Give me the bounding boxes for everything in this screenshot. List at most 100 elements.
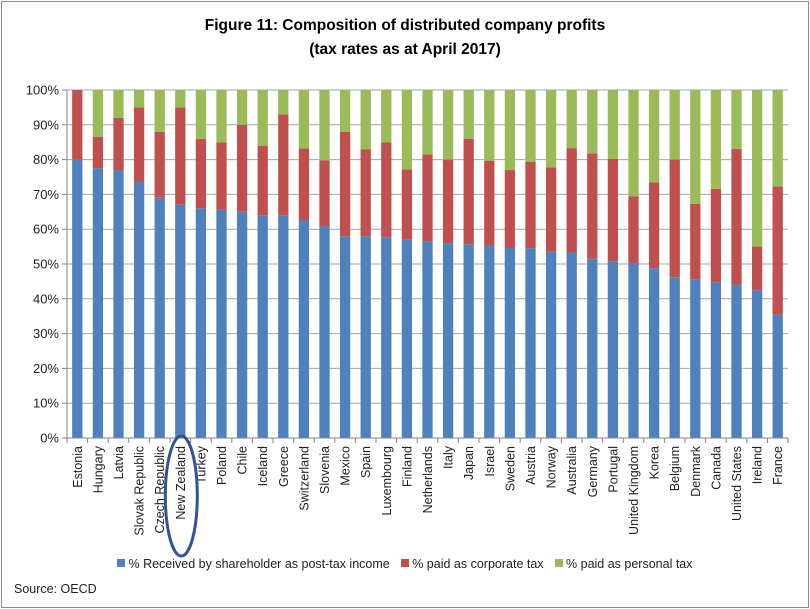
bar-corporate-tax — [154, 131, 165, 198]
source-note: Source: OECD — [14, 582, 97, 596]
bar-personal-tax — [401, 90, 413, 170]
x-tick-label: Hungary — [91, 445, 105, 493]
bar-post-tax-income — [525, 248, 536, 438]
y-tick-label: 50% — [33, 257, 59, 272]
bar-post-tax-income — [257, 215, 268, 438]
bar-personal-tax — [133, 90, 145, 108]
bar-personal-tax — [710, 90, 722, 189]
bar-personal-tax — [731, 90, 742, 149]
bar-personal-tax — [319, 90, 330, 161]
bar-post-tax-income — [154, 197, 165, 438]
x-tick-label: Japan — [462, 446, 476, 480]
bar-personal-tax — [236, 90, 248, 125]
x-tick-label: Italy — [442, 445, 456, 469]
x-tick-label: Slovenia — [318, 446, 332, 494]
bar-personal-tax — [442, 90, 454, 160]
legend-label: % Received by shareholder as post-tax in… — [128, 557, 390, 571]
bar-personal-tax — [175, 90, 186, 108]
bar-post-tax-income — [628, 262, 639, 438]
bar-corporate-tax — [690, 203, 701, 280]
x-tick-label: Finland — [400, 446, 414, 487]
bar-personal-tax — [628, 90, 639, 197]
y-axis-ticks: 0% 10% 20% 30% 40% 50% 60% 70% 80% 90% 100% — [26, 83, 60, 446]
bar-corporate-tax — [113, 117, 124, 171]
y-tick-label: 80% — [33, 152, 59, 167]
bar-post-tax-income — [751, 290, 763, 438]
bar-personal-tax — [690, 90, 701, 204]
legend: % Received by shareholder as post-tax in… — [0, 557, 810, 571]
x-tick-label: United Kingdom — [627, 446, 641, 535]
bar-post-tax-income — [607, 261, 619, 438]
bar-personal-tax — [648, 90, 660, 183]
bar-post-tax-income — [422, 241, 433, 438]
bar-personal-tax — [360, 90, 371, 150]
legend-label: % paid as personal tax — [566, 557, 693, 571]
bar-post-tax-income — [566, 252, 577, 438]
bar-post-tax-income — [710, 282, 722, 438]
bar-corporate-tax — [587, 153, 598, 259]
x-tick-label: Poland — [215, 446, 229, 485]
bar-corporate-tax — [401, 169, 413, 240]
bar-personal-tax — [772, 90, 783, 187]
bar-personal-tax — [92, 90, 104, 137]
x-tick-label: Ireland — [751, 446, 765, 484]
bar-personal-tax — [669, 90, 680, 160]
legend-swatch — [401, 559, 410, 567]
x-tick-label: Iceland — [256, 446, 270, 486]
x-tick-label: Luxembourg — [380, 446, 394, 516]
x-tick-label: Turkey — [194, 445, 208, 483]
bar-corporate-tax — [278, 114, 289, 216]
bar-personal-tax — [381, 90, 392, 143]
highlight-ellipse — [163, 434, 199, 558]
x-tick-label: Spain — [359, 446, 373, 478]
bar-personal-tax — [751, 90, 763, 247]
bar-post-tax-income — [401, 239, 413, 438]
bar-personal-tax — [422, 90, 433, 155]
x-tick-label: Germany — [586, 445, 600, 497]
bar-personal-tax — [278, 90, 289, 115]
chart-title: Figure 11: Composition of distributed co… — [204, 17, 606, 34]
x-tick-label: Australia — [565, 446, 579, 495]
bar-corporate-tax — [566, 148, 577, 253]
bar-post-tax-income — [442, 243, 454, 438]
bar-corporate-tax — [751, 246, 763, 291]
x-tick-label: Sweden — [503, 446, 517, 491]
bar-corporate-tax — [175, 107, 186, 205]
y-tick-label: 100% — [26, 83, 60, 98]
x-tick-label: Canada — [709, 446, 723, 490]
bar-post-tax-income — [484, 245, 495, 438]
bar-corporate-tax — [545, 167, 557, 252]
bar-post-tax-income — [113, 170, 124, 439]
bar-corporate-tax — [710, 188, 722, 283]
annotations — [163, 434, 199, 558]
bar-corporate-tax — [772, 186, 783, 315]
x-tick-label: Korea — [648, 446, 662, 479]
bar-post-tax-income — [319, 226, 330, 438]
bar-corporate-tax — [195, 138, 207, 209]
bar-corporate-tax — [298, 148, 310, 221]
legend-swatch — [555, 559, 564, 567]
x-axis-ticks: Estonia Hungary Latvia Slovak Republic Czech… — [71, 445, 785, 535]
y-tick-label: 0% — [40, 431, 59, 446]
bar-personal-tax — [545, 90, 557, 168]
bar-personal-tax — [525, 90, 536, 162]
bar-corporate-tax — [360, 149, 371, 237]
bar-post-tax-income — [72, 159, 83, 438]
bar-corporate-tax — [92, 136, 104, 169]
bar-corporate-tax — [463, 138, 474, 245]
bar-post-tax-income — [278, 215, 289, 438]
bar-corporate-tax — [648, 182, 660, 269]
bar-post-tax-income — [690, 279, 701, 438]
x-tick-label: Austria — [524, 446, 538, 485]
x-tick-label: Portugal — [606, 446, 620, 493]
bar-post-tax-income — [195, 208, 207, 438]
bar-corporate-tax — [731, 148, 742, 285]
bar-personal-tax — [463, 90, 474, 139]
bar-post-tax-income — [587, 258, 598, 438]
x-tick-label: Switzerland — [297, 446, 311, 511]
bar-personal-tax — [216, 90, 227, 143]
y-tick-label: 60% — [33, 222, 59, 237]
x-tick-label: Israel — [483, 446, 497, 477]
bar-corporate-tax — [504, 170, 516, 248]
legend-item-personal-tax: % paid as personal tax — [555, 557, 693, 571]
